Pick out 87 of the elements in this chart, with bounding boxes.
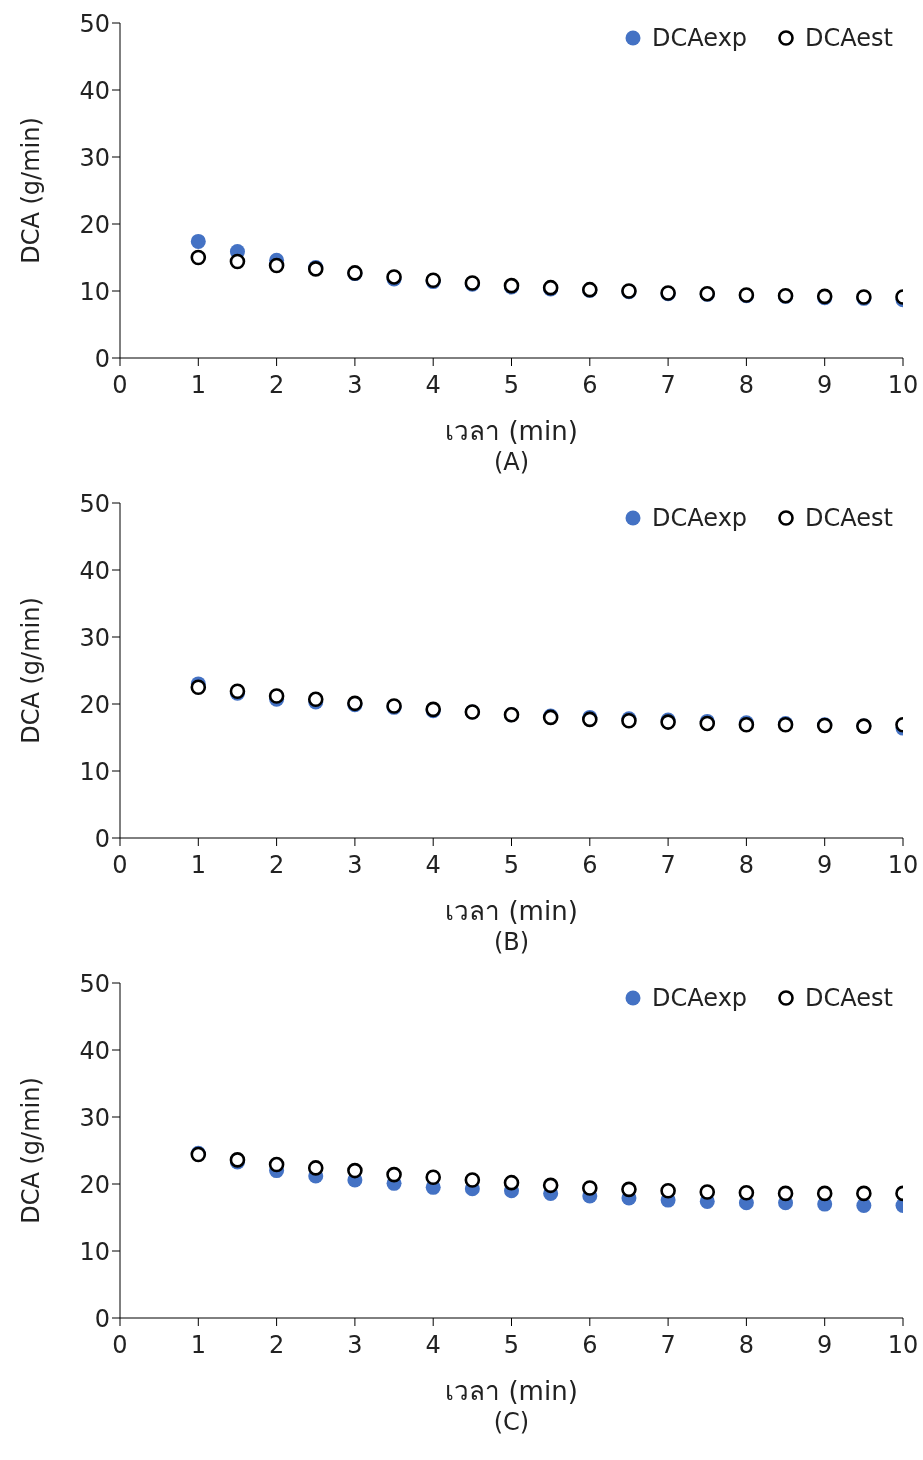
y-axis-title: DCA (g/min) [16, 1077, 45, 1224]
x-tick-label: 6 [582, 851, 598, 880]
point [464, 1172, 481, 1188]
x-tick-label: 7 [660, 371, 676, 400]
x-tick-label: 5 [503, 1331, 520, 1360]
point [816, 1185, 833, 1202]
y-tick-label: 50 [79, 969, 110, 998]
x-tick-label: 9 [817, 1331, 833, 1360]
legend-label: DCAest [805, 504, 893, 532]
y-tick-label: 40 [79, 556, 110, 585]
x-tick-label: 4 [425, 1331, 441, 1360]
x-tick-label: 8 [738, 851, 755, 880]
point [268, 257, 285, 274]
text: (A) [492, 448, 531, 476]
x-tick-label: 0 [112, 851, 128, 880]
x-tick-label: 1 [190, 851, 206, 880]
y-tick-label: 50 [79, 9, 110, 38]
x-tick-label: 10 [887, 371, 919, 400]
point [190, 679, 207, 696]
x-tick-label: 10 [887, 1331, 919, 1360]
y-tick-label: 30 [79, 1103, 110, 1132]
point [856, 1185, 872, 1202]
x-tick-label: 1 [190, 371, 206, 400]
x-tick-label: 9 [817, 851, 833, 880]
point [190, 233, 206, 249]
point [660, 1182, 676, 1199]
x-axis-title: เวลา (min) [445, 896, 578, 926]
point [542, 1177, 559, 1194]
y-tick-label: 10 [79, 1237, 110, 1266]
text: (B) [492, 928, 531, 956]
y-tick-label: 20 [79, 690, 110, 719]
x-tick-label: 6 [582, 371, 598, 400]
y-tick-label: 10 [79, 757, 110, 786]
y-tick-label: 10 [79, 277, 110, 306]
legend-label: DCAexp [652, 24, 748, 52]
y-tick-label: 40 [79, 1036, 110, 1065]
x-tick-label: 8 [738, 1331, 755, 1360]
point [503, 1174, 520, 1191]
y-tick-label: 0 [94, 824, 110, 853]
x-tick-label: 5 [503, 851, 520, 880]
x-tick-label: 2 [268, 851, 285, 880]
point [777, 1185, 794, 1202]
legend-label: DCAest [805, 24, 893, 52]
point [738, 1184, 755, 1201]
legend-label: DCAest [805, 984, 893, 1012]
x-tick-label: 4 [425, 851, 441, 880]
x-tick-label: 6 [582, 1331, 598, 1360]
x-tick-label: 2 [268, 1331, 285, 1360]
x-tick-label: 8 [738, 371, 755, 400]
x-tick-label: 3 [347, 371, 363, 400]
y-tick-label: 30 [79, 143, 110, 172]
legend-label: DCAexp [652, 504, 748, 532]
y-tick-label: 40 [79, 76, 110, 105]
point [621, 1181, 637, 1198]
x-tick-label: 0 [112, 1331, 128, 1360]
point [229, 253, 246, 270]
point [307, 1160, 324, 1176]
x-tick-label: 5 [503, 371, 520, 400]
text: (C) [492, 1408, 531, 1436]
point [347, 1162, 363, 1179]
y-tick-label: 30 [79, 623, 110, 652]
point [582, 1180, 598, 1196]
y-tick-label: 20 [79, 1170, 110, 1199]
x-axis-title: เวลา (min) [445, 416, 578, 446]
y-tick-label: 50 [79, 489, 110, 518]
y-axis-title: DCA (g/min) [16, 117, 45, 264]
x-tick-label: 7 [660, 1331, 676, 1360]
x-tick-label: 4 [425, 371, 441, 400]
y-tick-label: 0 [94, 1304, 110, 1333]
x-tick-label: 0 [112, 371, 128, 400]
y-axis-title: DCA (g/min) [16, 597, 45, 744]
legend-label: DCAexp [652, 984, 748, 1012]
x-tick-label: 1 [190, 1331, 206, 1360]
point [386, 1166, 402, 1183]
x-tick-label: 2 [268, 371, 285, 400]
point [268, 1156, 285, 1173]
point [190, 249, 207, 266]
y-tick-label: 0 [94, 344, 110, 373]
x-tick-label: 9 [817, 371, 833, 400]
x-tick-label: 3 [347, 851, 363, 880]
point [425, 1169, 441, 1186]
x-axis-title: เวลา (min) [445, 1376, 578, 1406]
x-tick-label: 7 [660, 851, 676, 880]
point [699, 1184, 716, 1200]
x-tick-label: 10 [887, 851, 919, 880]
x-tick-label: 3 [347, 1331, 363, 1360]
y-tick-label: 20 [79, 210, 110, 239]
